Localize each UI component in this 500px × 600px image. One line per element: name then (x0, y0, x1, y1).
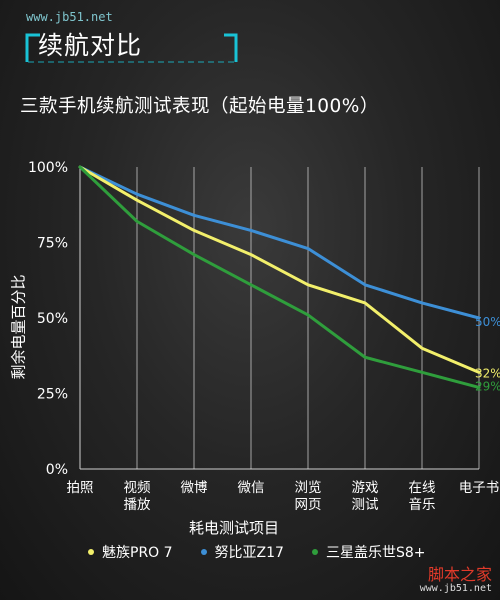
watermark-bottom: 脚本之家 www.jb51.net (419, 564, 492, 594)
legend-item-nubia: 努比亚Z17 (200, 542, 284, 562)
y-tick-label: 50% (37, 311, 68, 327)
series-line-1 (78, 165, 481, 320)
x-tick-label: 微信 (238, 480, 265, 496)
x-tick-label: 视频播放 (124, 480, 151, 513)
data-label-end: 32% (475, 366, 500, 380)
legend-marker-nubia (200, 549, 207, 555)
legend: 魅族PRO 7 努比亚Z17 三星盖乐世S8+ (88, 542, 453, 562)
x-tick-label: 拍照 (67, 480, 94, 496)
legend-item-meizu: 魅族PRO 7 (88, 542, 173, 562)
x-tick-label: 游戏测试 (352, 480, 379, 513)
data-label-end: 50% (475, 315, 500, 329)
x-tick-label: 微博 (181, 479, 208, 496)
y-tick-label: 0% (46, 462, 68, 478)
watermark-bottom-url: www.jb51.net (419, 582, 492, 594)
legend-marker-samsung (311, 549, 318, 555)
watermark-top: www.jb51.net (26, 10, 113, 24)
series-line-0 (78, 165, 481, 374)
data-label-end: 29% (475, 379, 500, 393)
x-axis-label: 耗电测试项目 (189, 519, 280, 537)
legend-label-samsung: 三星盖乐世S8+ (325, 545, 426, 561)
x-tick-label: 电子书 (459, 480, 500, 496)
y-tick-label: 100% (28, 160, 68, 176)
legend-item-samsung: 三星盖乐世S8+ (311, 542, 426, 562)
y-tick-label: 75% (37, 236, 68, 252)
legend-label-nubia: 努比亚Z17 (214, 545, 284, 561)
series-line-2 (78, 165, 481, 389)
legend-label-meizu: 魅族PRO 7 (102, 545, 173, 561)
watermark-bottom-cn: 脚本之家 (427, 564, 492, 584)
x-tick-label: 浏览网页 (295, 480, 322, 513)
x-tick-label: 在线音乐 (409, 480, 436, 513)
legend-marker-meizu (88, 549, 94, 555)
y-tick-label: 25% (37, 387, 68, 403)
page-title: 续航对比 (38, 31, 143, 60)
chart-title: 三款手机续航测试表现（起始电量100%） (20, 96, 379, 117)
